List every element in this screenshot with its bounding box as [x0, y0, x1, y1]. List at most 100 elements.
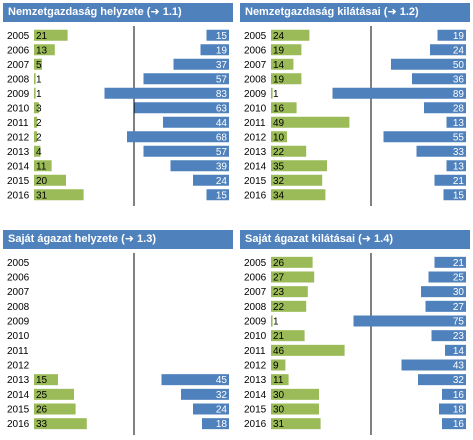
c2-green-bar: [271, 145, 307, 157]
c2-green-bar: [271, 189, 326, 201]
c2-blue-bar: [424, 102, 466, 114]
chart-plot-2: 2005 24 19 2006 19 24 2007 14 50 2008 19 36 2009 1 89 2…: [244, 26, 466, 206]
c4-green-label: 31: [273, 419, 285, 430]
c2-green-bar: [271, 160, 327, 172]
c2-blue-bar: [437, 29, 466, 41]
c3-green-label: 15: [36, 375, 48, 386]
c2-green-label: 16: [273, 103, 285, 114]
c4-blue-bar: [418, 374, 466, 386]
c1-green-bar: [34, 87, 36, 99]
c1-blue-label: 39: [216, 161, 228, 172]
c2-year-label: 2008: [244, 74, 267, 85]
c1-year-label: 2005: [7, 31, 30, 42]
c1-green-label: 1: [36, 74, 42, 85]
chart-title-2: Nemzetgazdaság kilátásai (➜ 1.2): [245, 6, 419, 18]
c1-green-bar: [34, 58, 42, 70]
c2-blue-label: 50: [453, 60, 465, 71]
c4-green-bar: [271, 403, 319, 415]
c4-blue-label: 16: [453, 390, 465, 401]
c2-blue-bar: [446, 160, 466, 172]
c2-green-label: 49: [273, 118, 285, 129]
c2-blue-label: 19: [453, 31, 465, 42]
c2-year-label: 2006: [244, 45, 267, 56]
c4-green-label: 46: [273, 346, 285, 357]
c1-year-label: 2012: [7, 132, 30, 143]
c4-blue-bar: [353, 315, 466, 327]
c1-green-bar: [34, 131, 38, 143]
c4-blue-bar: [425, 300, 466, 312]
c1-year-label: 2009: [7, 89, 30, 100]
c4-green-bar: [271, 256, 313, 268]
c3-green-label: 26: [36, 405, 48, 416]
c1-green-label: 13: [36, 45, 48, 56]
c1-blue-label: 15: [216, 31, 228, 42]
chart-title-1: Nemzetgazdaság helyzete (➜ 1.1): [8, 6, 182, 18]
c3-year-label: 2005: [7, 258, 30, 269]
c1-year-label: 2006: [7, 45, 30, 56]
c3-year-label: 2008: [7, 302, 30, 313]
c1-blue-bar: [206, 29, 229, 41]
c4-green-bar: [271, 344, 345, 356]
c1-green-label: 11: [36, 161, 47, 172]
c2-blue-bar: [383, 131, 466, 143]
chart-panel-1: Nemzetgazdaság helyzete (➜ 1.1) 2005 21 15…: [3, 3, 233, 208]
c2-blue-label: 89: [453, 89, 465, 100]
c3-year-label: 2011: [7, 346, 29, 357]
c4-year-label: 2010: [244, 331, 267, 342]
c1-green-label: 4: [36, 147, 42, 158]
c4-year-label: 2007: [244, 287, 267, 298]
c1-year-label: 2014: [7, 161, 30, 172]
c3-green-bar: [34, 374, 58, 386]
c4-blue-bar: [434, 256, 466, 268]
c4-year-label: 2014: [244, 390, 267, 401]
c4-green-label: 1: [273, 317, 279, 328]
c1-blue-label: 37: [216, 60, 228, 71]
c1-green-label: 21: [36, 31, 48, 42]
c3-blue-bar: [181, 388, 229, 400]
c2-green-label: 14: [273, 60, 285, 71]
c4-green-label: 26: [273, 258, 285, 269]
c1-green-bar: [34, 189, 84, 201]
c4-green-bar: [271, 418, 321, 430]
c2-blue-label: 55: [453, 132, 465, 143]
c3-blue-bar: [193, 403, 229, 415]
c4-green-label: 23: [273, 287, 285, 298]
chart-plot-3: 2005 2006 2007 2008 2009 2010 2011 2012 2013 15 45…: [7, 253, 229, 435]
c1-blue-bar: [170, 160, 229, 172]
c4-blue-bar: [439, 403, 466, 415]
c1-blue-label: 19: [216, 45, 228, 56]
c4-blue-label: 30: [453, 287, 465, 298]
c1-green-label: 2: [36, 118, 42, 129]
c2-green-label: 34: [273, 190, 285, 201]
c2-green-bar: [271, 102, 297, 114]
c1-blue-bar: [134, 102, 229, 114]
c4-blue-bar: [428, 271, 466, 283]
c4-green-label: 30: [273, 390, 285, 401]
c3-green-label: 33: [36, 419, 48, 430]
c4-green-label: 30: [273, 405, 285, 416]
c4-year-label: 2016: [244, 419, 267, 430]
c1-year-label: 2016: [7, 190, 30, 201]
c1-green-label: 20: [36, 176, 48, 187]
c4-green-bar: [271, 271, 315, 283]
c1-year-label: 2015: [7, 176, 30, 187]
c3-blue-label: 24: [216, 405, 228, 416]
c2-blue-label: 13: [453, 161, 465, 172]
c2-green-label: 22: [273, 147, 285, 158]
c1-year-label: 2013: [7, 147, 30, 158]
c2-green-bar: [271, 73, 302, 85]
c4-blue-label: 14: [453, 346, 465, 357]
c2-blue-label: 36: [453, 74, 465, 85]
c4-blue-label: 25: [453, 273, 465, 284]
c4-blue-bar: [442, 388, 466, 400]
c4-green-bar: [271, 388, 319, 400]
c1-blue-label: 44: [216, 118, 228, 129]
c4-year-label: 2011: [244, 346, 266, 357]
c4-green-bar: [271, 359, 286, 371]
c4-year-label: 2015: [244, 405, 267, 416]
c4-blue-bar: [445, 344, 466, 356]
c4-green-bar: [271, 315, 273, 327]
chart-header-3: Saját ágazat helyzete (➜ 1.3): [3, 230, 233, 249]
c3-blue-bar: [202, 418, 229, 430]
